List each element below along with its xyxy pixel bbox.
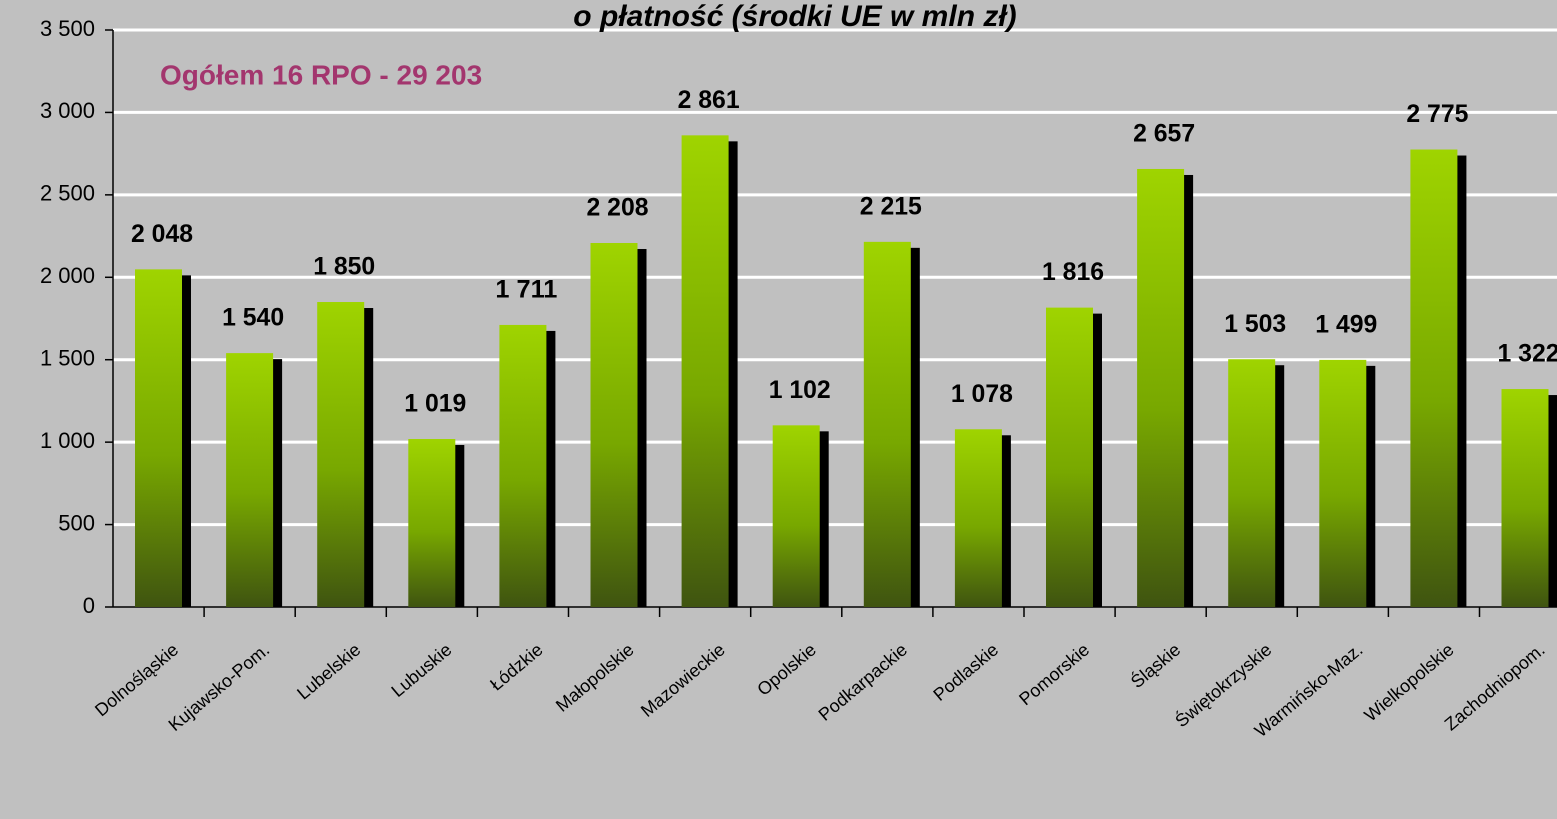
bar [1137,168,1185,607]
y-tick-label: 2 500 [40,181,95,206]
bar [590,242,638,607]
y-tick-label: 1 000 [40,428,95,453]
bar [1410,149,1458,607]
value-label: 2 215 [860,192,922,220]
bar [135,269,182,607]
y-tick-label: 0 [83,593,95,618]
value-label: 1 102 [769,376,831,404]
bar [317,302,365,607]
bar [954,429,1002,607]
bar [772,425,820,607]
value-label: 1 540 [222,304,284,332]
bar [681,135,729,607]
y-tick-label: 3 000 [40,98,95,123]
bar [408,439,456,607]
value-label: 1 850 [313,253,375,281]
value-label: 1 019 [404,390,466,418]
value-label: 2 775 [1406,100,1468,128]
bar [226,353,274,607]
y-tick-label: 2 000 [40,263,95,288]
bar [1046,307,1093,607]
y-tick-label: 500 [58,510,95,535]
y-tick-label: 3 500 [40,16,95,41]
y-tick-label: 1 500 [40,346,95,371]
value-label: 1 499 [1315,310,1377,338]
value-label: 2 657 [1133,120,1195,148]
value-label: 2 208 [587,194,649,222]
value-label: 1 816 [1042,258,1104,286]
bar [1319,359,1367,607]
bar [1501,389,1549,607]
chart-title: o płatność (środki UE w mln zł) [573,0,1016,33]
bar [863,241,911,607]
value-label: 1 711 [495,276,557,304]
value-label: 1 322 [1498,340,1557,368]
value-label: 2 048 [131,220,193,248]
value-label: 1 503 [1224,310,1286,338]
value-label: 2 861 [678,86,740,114]
bar [1228,359,1276,607]
bar [499,324,547,607]
value-label: 1 078 [951,380,1013,408]
annotation: Ogółem 16 RPO - 29 203 [160,59,482,90]
